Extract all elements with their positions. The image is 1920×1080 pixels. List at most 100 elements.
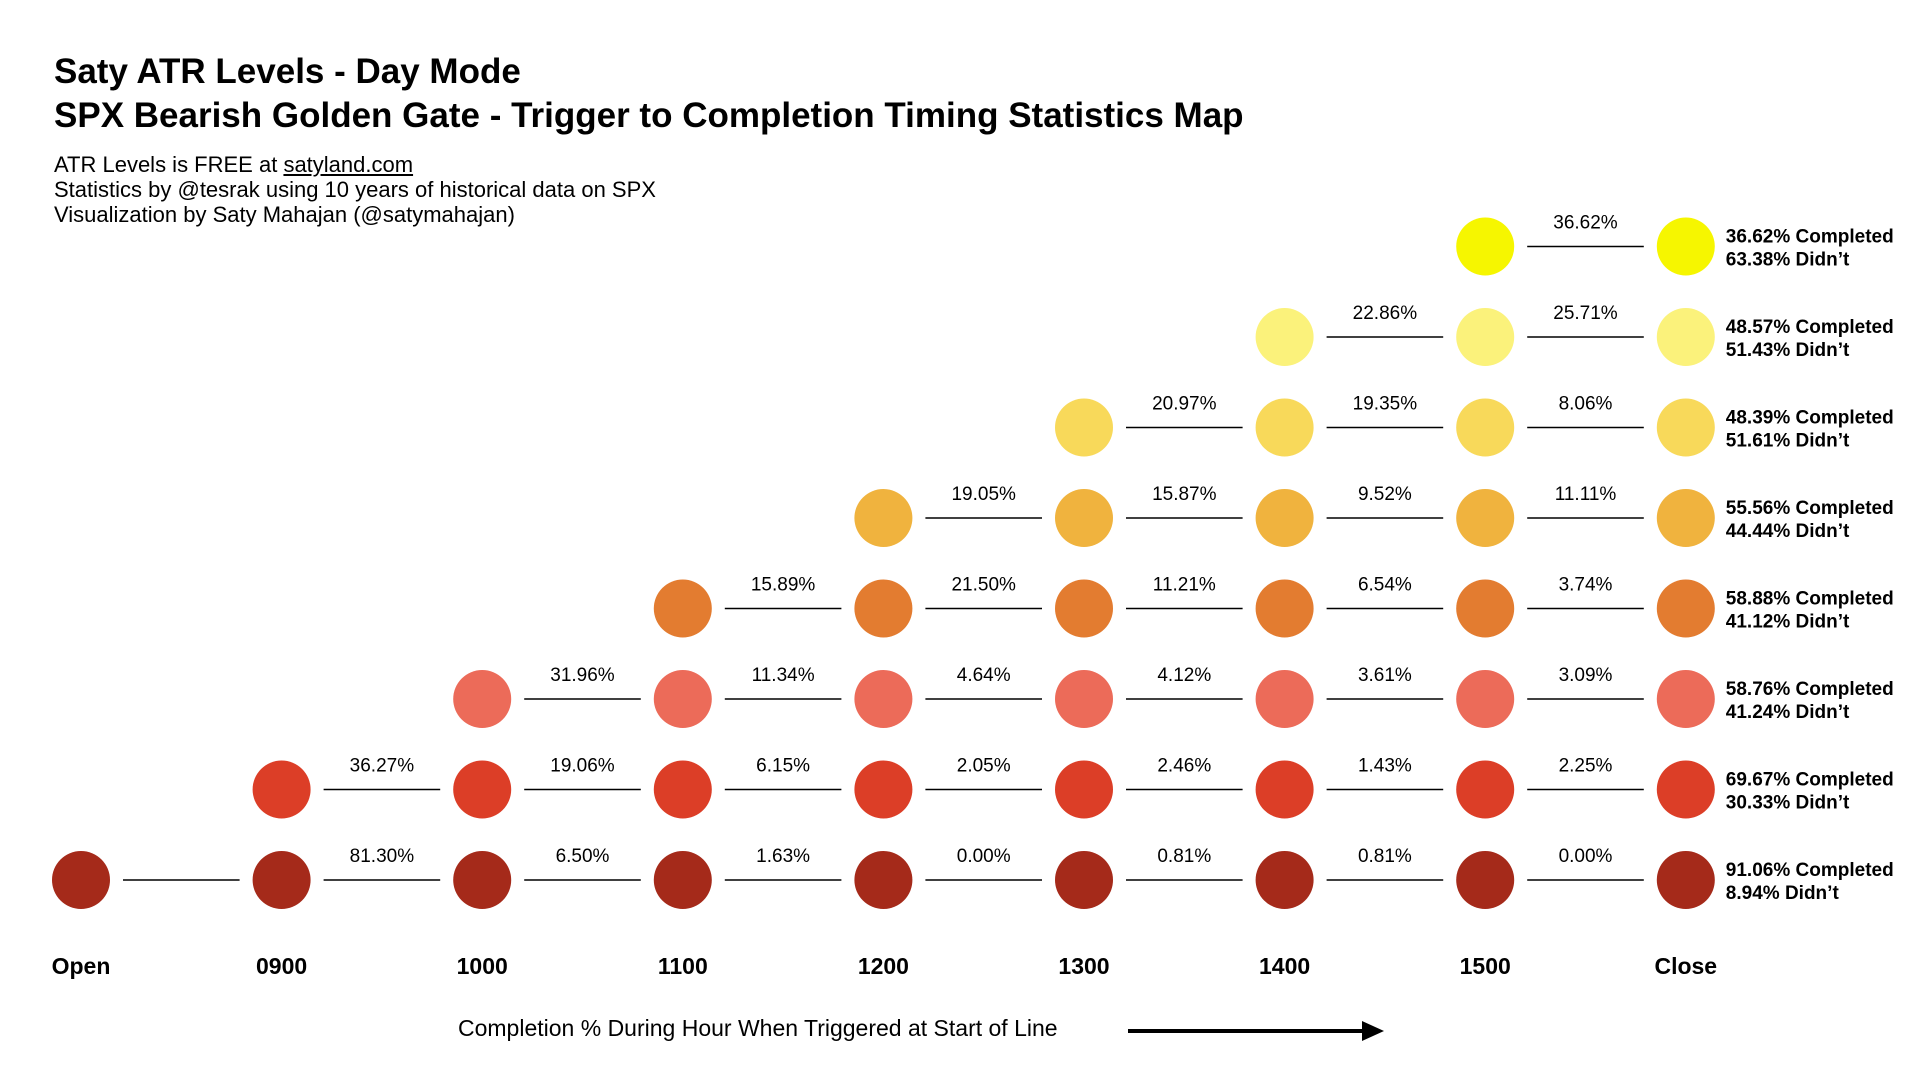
segment-label: 11.34% <box>752 665 815 686</box>
level-dot <box>653 579 712 638</box>
segment-label: 8.06% <box>1559 394 1613 415</box>
level-dot <box>854 760 913 819</box>
level-dot <box>854 851 913 909</box>
level-dot <box>1656 308 1715 366</box>
segment-label: 36.27% <box>350 756 415 777</box>
didnt-label: 63.38% Didn’t <box>1726 250 1850 271</box>
completed-label: 48.57% Completed <box>1726 317 1894 338</box>
didnt-label: 41.24% Didn’t <box>1726 702 1850 723</box>
x-tick-label: 1300 <box>1058 953 1109 979</box>
segment-label: 2.25% <box>1559 756 1613 777</box>
level-dot <box>1656 579 1715 638</box>
segment-label: 6.54% <box>1358 575 1412 596</box>
didnt-label: 44.44% Didn’t <box>1726 521 1850 542</box>
level-dot <box>1456 308 1515 366</box>
segment-label: 0.81% <box>1358 846 1412 867</box>
row-5: 19.05% 15.87% 9.52% 11.11% 55.56% Completed4… <box>854 484 1894 547</box>
segment-label: 2.05% <box>957 756 1011 777</box>
segment-label: 11.21% <box>1153 575 1216 596</box>
level-dot <box>854 489 913 547</box>
level-dot <box>453 851 512 909</box>
level-dot <box>1456 760 1515 819</box>
level-dot <box>1456 217 1515 276</box>
level-dot <box>1656 489 1715 547</box>
didnt-label: 51.43% Didn’t <box>1726 340 1850 361</box>
segment-label: 15.89% <box>751 575 816 596</box>
segment-label: 6.15% <box>756 756 810 777</box>
level-dot <box>1255 308 1314 366</box>
level-dot <box>1456 851 1515 909</box>
segment-label: 0.81% <box>1157 846 1211 867</box>
level-dot <box>1656 217 1715 276</box>
didnt-label: 51.61% Didn’t <box>1726 431 1850 452</box>
level-dot <box>1055 579 1113 638</box>
level-dot <box>1055 670 1113 728</box>
completed-label: 55.56% Completed <box>1726 498 1894 519</box>
level-dot <box>653 760 712 819</box>
segment-label: 3.61% <box>1358 665 1412 686</box>
segment-label: 0.00% <box>1559 846 1613 867</box>
completed-label: 58.76% Completed <box>1726 679 1894 700</box>
segment-label: 25.71% <box>1553 303 1618 324</box>
segment-label: 4.12% <box>1157 665 1211 686</box>
completed-label: 91.06% Completed <box>1726 860 1894 881</box>
x-tick-label: Close <box>1654 953 1717 979</box>
segment-label: 3.74% <box>1559 575 1613 596</box>
level-dot <box>252 851 311 909</box>
segment-label: 9.52% <box>1358 484 1412 505</box>
level-dot <box>453 670 512 728</box>
level-dot <box>1456 398 1515 457</box>
segment-label: 81.30% <box>350 846 415 867</box>
level-dot <box>1656 398 1715 457</box>
level-dot <box>52 851 110 909</box>
level-dot <box>1456 579 1515 638</box>
level-dot <box>1055 489 1113 547</box>
segment-label: 1.63% <box>756 846 810 867</box>
x-tick-label: Open <box>52 953 111 979</box>
row-1: 81.30% 6.50% 1.63% 0.00% 0.81% 0.81% 0.00% 91.0… <box>52 846 1894 909</box>
segment-label: 21.50% <box>951 575 1016 596</box>
segment-label: 31.96% <box>550 665 615 686</box>
segment-label: 36.62% <box>1553 213 1618 234</box>
x-tick-label: 1400 <box>1259 953 1310 979</box>
visualization-credit: Visualization by Saty Mahajan (@satymaha… <box>54 202 515 227</box>
level-dot <box>252 760 311 819</box>
level-dot <box>854 579 913 638</box>
level-dot <box>1456 670 1515 728</box>
segment-label: 22.86% <box>1353 303 1418 324</box>
direction-arrow-head <box>1362 1021 1384 1041</box>
level-dot <box>1055 760 1113 819</box>
row-3: 31.96% 11.34% 4.64% 4.12% 3.61% 3.09% 58.76% C… <box>453 665 1894 728</box>
level-dot <box>854 670 913 728</box>
satyland-link[interactable]: satyland.com <box>283 152 414 177</box>
segment-label: 2.46% <box>1157 756 1211 777</box>
level-dot <box>1255 579 1314 638</box>
segment-label: 19.05% <box>951 484 1016 505</box>
level-dot <box>1255 398 1314 457</box>
completed-label: 58.88% Completed <box>1726 589 1894 610</box>
chart-subtitle: SPX Bearish Golden Gate - Trigger to Com… <box>54 96 1244 135</box>
segment-label: 11.11% <box>1555 484 1617 505</box>
level-dot <box>1055 851 1113 909</box>
level-dot <box>1656 760 1715 819</box>
row-6: 20.97% 19.35% 8.06% 48.39% Completed51.61% … <box>1055 394 1894 457</box>
segment-label: 4.64% <box>957 665 1011 686</box>
segment-label: 15.87% <box>1152 484 1217 505</box>
level-dot <box>1656 670 1715 728</box>
level-dot <box>1255 851 1314 909</box>
x-tick-label: 1100 <box>658 953 708 979</box>
level-dot <box>1456 489 1515 547</box>
level-dot <box>1255 760 1314 819</box>
level-dot <box>1055 398 1113 457</box>
row-2: 36.27% 19.06% 6.15% 2.05% 2.46% 1.43% 2.25% 69.… <box>252 756 1894 819</box>
x-tick-label: 1200 <box>858 953 909 979</box>
completed-label: 69.67% Completed <box>1726 770 1894 791</box>
x-axis-note: Completion % During Hour When Triggered … <box>458 1015 1058 1041</box>
free-note: ATR Levels is FREE at satyland.com <box>54 152 1244 177</box>
completed-label: 36.62% Completed <box>1726 227 1894 248</box>
x-tick-label: 1500 <box>1460 953 1511 979</box>
level-dot <box>1255 670 1314 728</box>
